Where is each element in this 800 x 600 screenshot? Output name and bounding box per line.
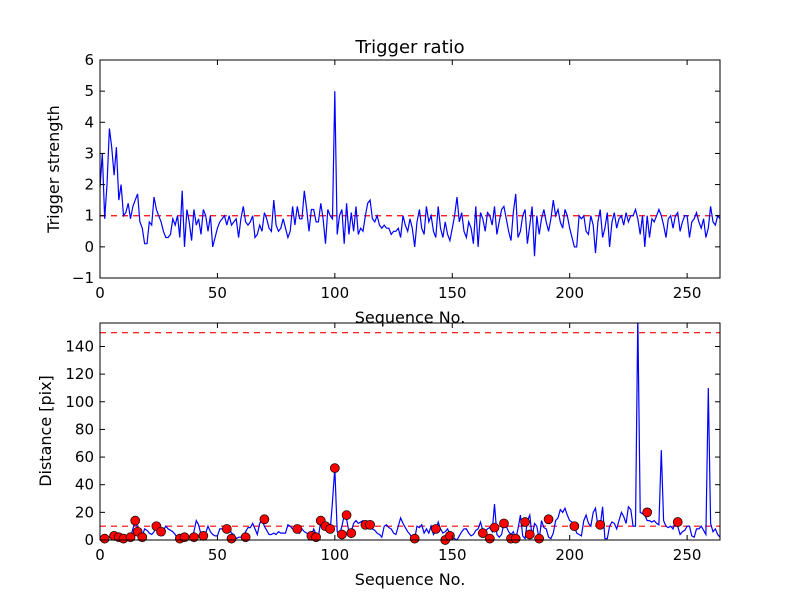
bottom-marker-point [489, 522, 500, 533]
bottom-marker-point [292, 524, 303, 534]
top-x-axis-label: Sequence No. [355, 308, 466, 327]
top-x-tick-label: 250 [673, 284, 702, 302]
bottom-x-axis-label: Sequence No. [355, 570, 466, 589]
bottom-x-tick-label: 200 [555, 546, 584, 564]
top-x-tick-label: 100 [321, 284, 350, 302]
bottom-x-tick-label: 0 [95, 546, 105, 564]
top-y-tick-label: 4 [84, 113, 94, 131]
bottom-plot: 0 50 100 150 200 250 0 20 40 60 80 100 120 140 [65, 322, 721, 564]
top-y-tick-label: 5 [84, 82, 94, 100]
bottom-marker-point [365, 519, 375, 530]
bottom-x-tick-label: 50 [208, 546, 227, 564]
top-y-tick-label: −1 [72, 269, 94, 287]
top-y-tick-label: 0 [84, 238, 94, 256]
bottom-marker-point [99, 533, 110, 544]
top-y-tick-label: 2 [84, 176, 94, 194]
bottom-marker-point [337, 529, 347, 540]
bottom-marker-point [484, 533, 495, 544]
bottom-marker-point [346, 528, 357, 538]
top-series-line [100, 91, 720, 257]
top-x-tick-label: 0 [95, 284, 105, 302]
bottom-y-tick-label: 100 [65, 393, 94, 411]
bottom-marker-point [524, 529, 535, 540]
bottom-marker-point [569, 521, 580, 532]
bottom-marker-point [642, 507, 653, 518]
bottom-marker-point [130, 515, 141, 526]
bottom-marker-point [137, 532, 148, 543]
top-x-tick-label: 200 [555, 284, 584, 302]
bottom-marker-point [240, 532, 251, 543]
bottom-marker-point [445, 531, 455, 541]
bottom-marker-point [543, 514, 554, 525]
bottom-y-tick-label: 20 [75, 503, 94, 521]
bottom-axes-frame [99, 322, 721, 541]
bottom-marker-point [595, 519, 606, 530]
top-y-tick-label: 3 [84, 144, 94, 162]
bottom-marker-point [259, 514, 270, 525]
bottom-marker-point [311, 532, 321, 543]
bottom-x-tick-label: 150 [438, 546, 467, 564]
bottom-y-tick-label: 120 [65, 365, 94, 383]
bottom-marker-point [325, 524, 336, 534]
bottom-x-tick-label: 250 [673, 546, 702, 564]
top-x-tick-label: 150 [438, 284, 467, 302]
top-y-axis-label: Trigger strength [44, 105, 63, 234]
top-y-tick-label: 1 [84, 207, 94, 225]
bottom-y-tick-label: 60 [75, 448, 94, 466]
bottom-marker-point [198, 531, 209, 541]
bottom-marker-point [520, 517, 530, 527]
bottom-y-tick-label: 0 [84, 531, 94, 549]
bottom-y-tick-label: 140 [65, 337, 94, 355]
bottom-marker-point [179, 532, 190, 543]
bottom-marker-point [221, 524, 232, 534]
bottom-marker-point [156, 526, 166, 537]
bottom-y-tick-label: 80 [75, 420, 94, 438]
top-y-tick-label: 6 [84, 51, 94, 69]
bottom-marker-point [226, 533, 237, 544]
top-x-tick-label: 50 [208, 284, 227, 302]
bottom-y-tick-label: 40 [75, 476, 94, 494]
bottom-marker-point [499, 518, 509, 529]
bottom-marker-point [534, 533, 545, 544]
bottom-x-tick-label: 100 [321, 546, 350, 564]
bottom-marker-point [409, 533, 420, 544]
top-chart-title: Trigger ratio [354, 37, 464, 58]
bottom-marker-point [189, 532, 199, 543]
bottom-marker-point [477, 528, 488, 538]
bottom-marker-point [329, 463, 340, 473]
bottom-marker-point [125, 532, 136, 543]
bottom-marker-point [341, 510, 352, 520]
bottom-marker-point [430, 524, 441, 534]
bottom-marker-point [672, 517, 683, 527]
top-axes-frame [99, 59, 721, 279]
bottom-marker-point [510, 533, 521, 544]
bottom-y-axis-label: Distance [pix] [36, 375, 55, 487]
